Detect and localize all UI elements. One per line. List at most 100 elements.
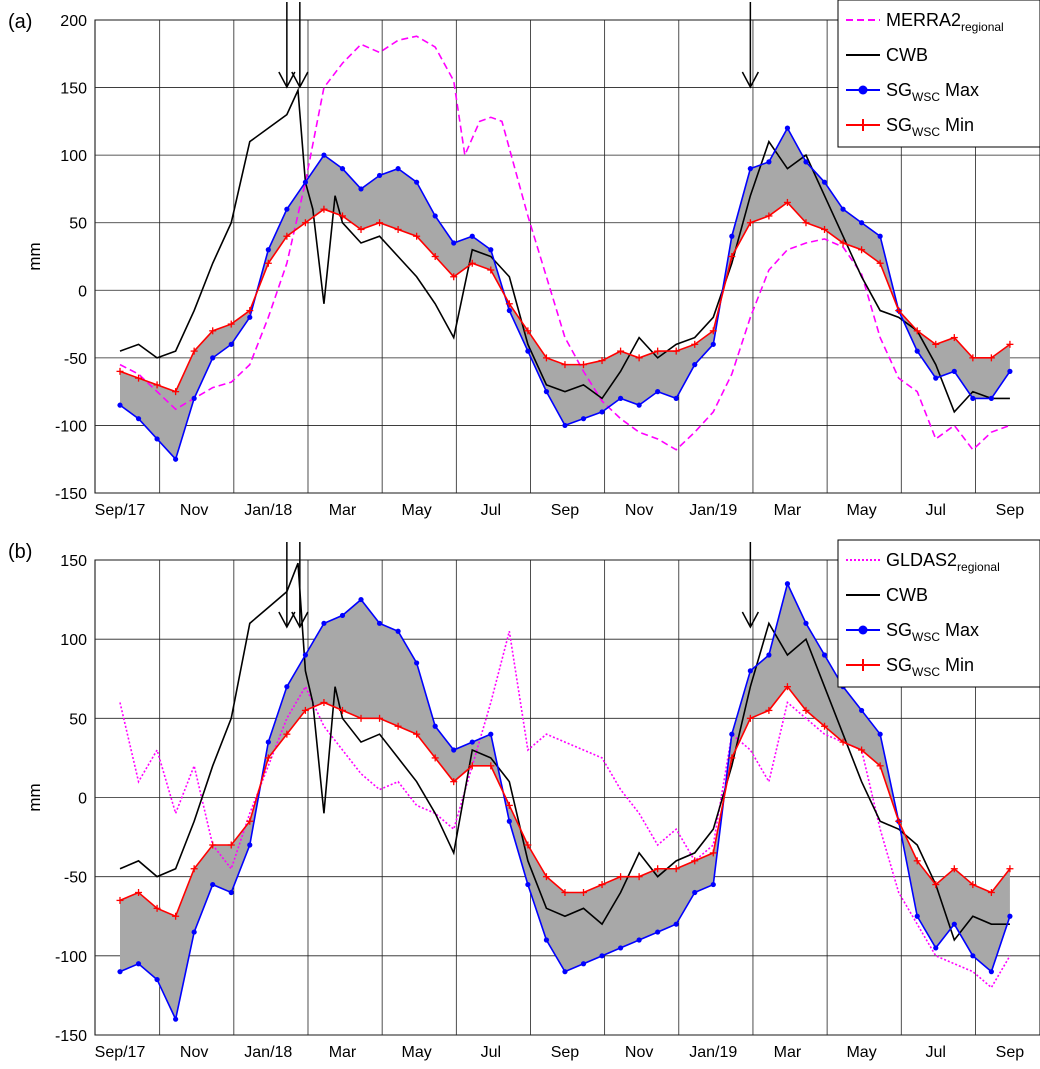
point-sg-max — [673, 921, 679, 927]
point-sg-min — [858, 246, 866, 254]
x-tick-label: May — [402, 1044, 432, 1061]
x-tick-label: Mar — [774, 502, 802, 519]
point-sg-min — [505, 300, 513, 308]
x-tick-label: May — [846, 1044, 876, 1061]
legend-label: SGWSC Min — [886, 115, 974, 139]
panel-label: (a) — [8, 11, 32, 33]
legend-label: GLDAS2regional — [886, 550, 1000, 574]
point-sg-min — [691, 857, 699, 865]
x-tick-label: May — [846, 502, 876, 519]
point-sg-min — [969, 354, 977, 362]
point-sg-max — [933, 945, 939, 951]
point-sg-max — [506, 818, 512, 824]
point-sg-max — [599, 953, 605, 959]
x-tick-label: Jul — [481, 1044, 501, 1061]
point-sg-max — [562, 422, 568, 429]
point-sg-max — [488, 247, 494, 253]
point-sg-max — [395, 628, 401, 634]
y-tick-label: 0 — [78, 283, 87, 300]
y-tick-label: 0 — [78, 791, 87, 808]
point-sg-min — [950, 865, 958, 873]
point-sg-max — [210, 355, 216, 361]
point-sg-min — [932, 340, 940, 348]
point-sg-max — [395, 166, 401, 172]
point-sg-max — [840, 206, 846, 212]
point-sg-max — [339, 166, 346, 172]
point-sg-max — [729, 233, 735, 239]
point-sg-max — [562, 969, 568, 975]
point-sg-max — [636, 937, 642, 943]
x-tick-label: Sep — [996, 1044, 1025, 1061]
point-sg-max — [970, 953, 976, 959]
x-tick-label: Sep/17 — [95, 502, 146, 519]
point-sg-max — [877, 233, 883, 239]
point-sg-min — [672, 865, 680, 873]
point-sg-max — [692, 362, 698, 368]
y-tick-label: 200 — [60, 13, 87, 30]
point-sg-min — [227, 320, 235, 328]
x-tick-label: Sep — [551, 502, 580, 519]
point-sg-min — [617, 873, 625, 881]
point-sg-min — [987, 889, 995, 896]
point-sg-max — [302, 652, 308, 658]
x-tick-label: Nov — [625, 502, 653, 519]
point-sg-max — [821, 652, 828, 658]
x-tick-label: Nov — [625, 1044, 653, 1061]
point-sg-max — [376, 620, 383, 626]
legend-label: CWB — [886, 585, 928, 605]
legend-item: SGWSC Max — [846, 620, 979, 644]
x-tick-label: Mar — [774, 1044, 802, 1061]
point-sg-max — [710, 881, 716, 888]
y-axis-label: mm — [25, 242, 44, 270]
point-sg-max — [784, 581, 791, 587]
point-sg-max — [1007, 368, 1013, 374]
point-sg-min — [691, 340, 699, 348]
point-sg-min — [1006, 340, 1014, 348]
point-sg-max — [284, 206, 290, 212]
y-tick-label: -150 — [55, 486, 87, 503]
legend-item: CWB — [846, 585, 928, 605]
y-axis-label: mm — [25, 783, 44, 811]
point-sg-min — [227, 841, 235, 849]
point-sg-min — [153, 904, 161, 912]
x-tick-label: Jan/18 — [244, 1044, 292, 1061]
point-sg-max — [525, 881, 531, 888]
point-sg-max — [988, 395, 994, 401]
point-sg-min — [320, 205, 328, 213]
point-sg-min — [468, 259, 476, 267]
x-tick-label: Mar — [329, 502, 357, 519]
point-sg-max — [154, 976, 160, 983]
point-sg-max — [135, 416, 142, 422]
point-sg-min — [858, 746, 866, 754]
point-sg-min — [431, 754, 439, 762]
point-sg-max — [1007, 913, 1013, 919]
point-sg-max — [766, 652, 772, 658]
point-sg-min — [283, 730, 291, 738]
point-sg-max — [914, 348, 920, 354]
point-sg-min — [839, 738, 847, 746]
point-sg-max — [543, 389, 550, 395]
point-sg-max — [617, 945, 624, 951]
point-sg-min — [728, 754, 736, 762]
point-sg-max — [265, 739, 271, 745]
point-sg-min — [746, 219, 754, 227]
point-sg-min — [876, 762, 884, 770]
point-sg-min — [617, 347, 625, 355]
point-sg-max — [173, 456, 179, 462]
legend-label: MERRA2regional — [886, 10, 1004, 34]
data-layer — [116, 562, 1014, 1022]
x-tick-label: Jan/18 — [244, 502, 292, 519]
point-sg-min — [709, 849, 717, 857]
point-sg-max — [747, 668, 753, 674]
point-sg-max — [321, 620, 327, 626]
legend-item: MERRA2regional — [846, 10, 1004, 34]
point-sg-min — [783, 683, 791, 691]
series-line-cwb — [119, 87, 1010, 414]
point-sg-min — [802, 706, 810, 714]
point-sg-min — [598, 881, 606, 889]
x-tick-label: Jan/19 — [689, 1044, 737, 1061]
point-sg-max — [173, 1016, 179, 1022]
point-sg-min — [802, 219, 810, 227]
point-sg-min — [839, 239, 847, 247]
